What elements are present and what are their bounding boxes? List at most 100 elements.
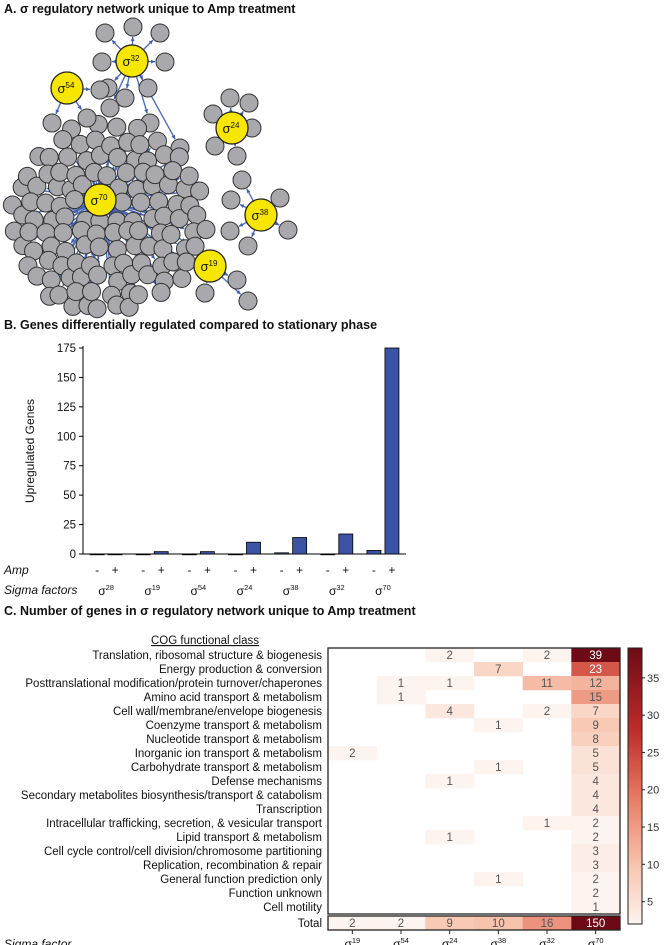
heatmap-cell <box>474 718 523 733</box>
plus-amp-label: + <box>296 563 303 577</box>
heatmap-cell <box>571 844 621 859</box>
target-gene-node <box>220 221 240 241</box>
bar-plus-amp <box>384 347 400 555</box>
target-gene-node <box>116 163 136 183</box>
cog-row-label: Inorganic ion transport & metabolism <box>135 748 322 760</box>
colorbar-tick-label: 25 <box>647 747 659 759</box>
heatmap-cell <box>571 690 621 705</box>
heatmap-cell-value: 2 <box>592 888 598 900</box>
network-arrowhead <box>239 204 245 209</box>
target-gene-node <box>195 283 215 303</box>
cog-row-label: Secondary metabolites biosynthesis/trans… <box>21 790 322 802</box>
heatmap-cell <box>425 676 475 691</box>
panel-b-title: B. Genes differentially regulated compar… <box>4 318 378 332</box>
heatmap-cell <box>425 704 475 719</box>
heatmap-cell <box>571 900 621 915</box>
heatmap-cell <box>571 830 621 845</box>
y-axis-label: Upregulated Genes <box>23 399 37 503</box>
heatmap-cell <box>328 916 377 931</box>
sigma-hub-node <box>193 249 227 283</box>
sigma-hub-label: σ19 <box>201 259 219 274</box>
heatmap-cell <box>571 816 621 831</box>
cog-row-label: Transcription <box>256 804 322 816</box>
sigma-category-label: σ19 <box>144 583 160 598</box>
heatmap-cell <box>522 648 572 663</box>
cog-row-label: General function prediction only <box>160 874 322 886</box>
heatmap-cell <box>571 648 621 663</box>
bar-minus-amp <box>89 553 105 556</box>
y-tick-label: 150 <box>57 372 76 384</box>
regulatory-network: σ70 σ32 σ54 σ24 σ38 σ19 <box>2 17 298 319</box>
heatmap-cell-value: 4 <box>446 706 453 718</box>
minus-amp-label: - <box>95 563 99 577</box>
sigma-hub-label: σ38 <box>252 208 270 223</box>
heatmap-cell-value: 23 <box>589 664 602 676</box>
cog-row-label: Carbohydrate transport & metabolism <box>131 762 322 774</box>
target-gene-node <box>232 170 252 190</box>
target-gene-node <box>221 190 241 210</box>
heatmap-cell <box>522 816 572 831</box>
sigma-hub-node <box>50 71 84 105</box>
target-gene-node <box>42 113 62 133</box>
heatmap-cell-value: 9 <box>592 720 598 732</box>
target-gene-node <box>77 108 97 128</box>
heatmap-cell-value: 5 <box>592 748 598 760</box>
sigma-hub-label: σ70 <box>91 193 109 208</box>
target-gene-node <box>65 190 85 210</box>
network-arrowhead <box>148 40 153 45</box>
colorbar-tick-label: 35 <box>647 673 659 685</box>
target-gene-node <box>190 181 210 201</box>
heatmap-cell-value: 16 <box>541 918 554 930</box>
heatmap-cell <box>571 760 621 775</box>
plus-amp-label: + <box>204 563 211 577</box>
heatmap-cell <box>425 648 475 663</box>
target-gene-node <box>220 88 240 108</box>
total-row-frame <box>327 915 621 931</box>
network-arrowhead <box>246 188 251 194</box>
target-gene-node <box>205 136 225 156</box>
colorbar-tick-label: 10 <box>647 859 659 871</box>
heatmap-cell <box>474 872 523 887</box>
colorbar-tick-label: 15 <box>647 822 659 834</box>
cog-row-label: Cell cycle control/cell division/chromos… <box>44 846 322 858</box>
target-gene-node <box>19 222 39 242</box>
bar-plus-amp <box>292 537 308 555</box>
network-arrowhead <box>228 107 233 113</box>
target-gene-node <box>115 88 135 108</box>
heatmap-cell-value: 1 <box>446 832 452 844</box>
panel-a-title: A. σ regulatory network unique to Amp tr… <box>4 2 296 16</box>
heatmap-cell <box>571 886 621 901</box>
network-arrowhead <box>251 232 256 237</box>
heatmap-x-axis-label: Sigma factor <box>4 937 72 945</box>
minus-amp-label: - <box>326 563 330 577</box>
y-tick-label: 25 <box>63 520 76 532</box>
heatmap-cell-value: 1 <box>592 902 598 914</box>
target-gene-node <box>107 117 127 137</box>
heatmap-cell-value: 2 <box>398 918 404 930</box>
heatmap-cell-value: 4 <box>592 790 599 802</box>
heatmap-cell-value: 1 <box>544 818 550 830</box>
heatmap-cell <box>425 916 475 931</box>
cog-row-label: Nucleotide transport & metabolism <box>146 734 322 746</box>
heatmap-cell <box>474 760 523 775</box>
heatmap-cell-value: 3 <box>592 846 598 858</box>
target-gene-node <box>270 188 290 208</box>
bar-minus-amp <box>274 552 290 555</box>
heatmap-cell-value: 1 <box>495 874 501 886</box>
heatmap-cell-value: 1 <box>495 720 501 732</box>
heatmap-cell <box>376 676 426 691</box>
network-arrowhead <box>274 221 280 226</box>
network-arrowhead <box>150 59 156 64</box>
heatmap-cell-value: 1 <box>446 678 452 690</box>
bar-plus-amp <box>199 551 215 555</box>
target-gene-node <box>227 270 247 290</box>
network-arrowhead <box>125 83 130 89</box>
cog-row-label: Defense mechanisms <box>211 776 322 788</box>
heatmap-cell-value: 2 <box>592 874 598 886</box>
heatmap-cell <box>571 788 621 803</box>
target-gene-node <box>58 147 78 167</box>
target-gene-node <box>278 220 298 240</box>
heatmap-cell <box>571 774 621 789</box>
sigma-category-label: σ38 <box>283 583 299 598</box>
heatmap-cell <box>376 690 426 705</box>
